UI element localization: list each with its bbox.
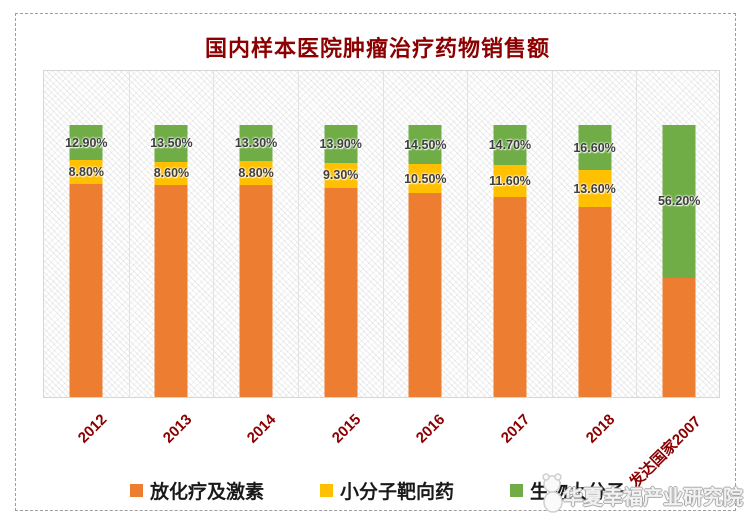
- data-label: 14.70%: [488, 138, 532, 153]
- legend-swatch-orange-icon: [129, 484, 143, 497]
- bar-segment: [324, 188, 358, 397]
- chart-title: 国内样本医院肿瘤治疗药物销售额: [204, 36, 550, 61]
- x-axis-label: 2018: [582, 411, 619, 447]
- bar-segment: 8.60%: [153, 161, 190, 186]
- legend-swatch-green-icon: [510, 484, 523, 497]
- bar-segment: 12.90%: [65, 125, 108, 161]
- x-axis-label: 2017: [497, 411, 534, 447]
- bar-segment: [408, 193, 442, 397]
- data-label: 14.50%: [404, 137, 447, 152]
- data-label: 16.60%: [573, 140, 616, 155]
- data-label: 9.30%: [322, 168, 359, 183]
- x-axis-label: 2012: [74, 411, 111, 447]
- bar-segment: 14.70%: [489, 125, 531, 165]
- category-column: 13.90% 9.30%: [297, 71, 383, 397]
- bar-segment: 13.90%: [319, 125, 362, 163]
- stacked-bar-2015: 13.90% 9.30%: [319, 125, 362, 397]
- bar-segment: 16.60%: [573, 125, 616, 171]
- data-label: 11.60%: [489, 173, 531, 188]
- stacked-bar-2012: 12.90% 8.80%: [65, 125, 108, 397]
- bar-segment: 9.30%: [322, 162, 359, 189]
- bar-segment: 8.80%: [238, 161, 274, 186]
- data-label: 13.50%: [150, 136, 193, 151]
- stacked-bar-2017: 14.70% 11.60%: [489, 125, 531, 397]
- bar-segment: 10.50%: [404, 164, 447, 193]
- category-column: 14.70% 11.60%: [467, 71, 552, 397]
- bar-segment: 11.60%: [489, 165, 531, 197]
- bar-segment: [69, 184, 103, 397]
- data-label: 56.20%: [657, 194, 701, 209]
- data-label: 13.60%: [573, 181, 616, 196]
- bar-segment: 13.60%: [573, 170, 616, 208]
- stacked-bar-2014: 13.30% 8.80%: [235, 125, 277, 397]
- x-axis-label: 2014: [243, 411, 280, 447]
- x-axis-label: 2016: [413, 411, 449, 447]
- data-label: 8.60%: [153, 166, 190, 181]
- data-label: 10.50%: [404, 171, 447, 186]
- category-column: 13.30% 8.80%: [213, 71, 298, 397]
- x-axis-label: 2013: [159, 411, 195, 447]
- legend-item-small-molecule: 小分子靶向药: [319, 477, 454, 504]
- stacked-bar-2013: 13.50% 8.60%: [150, 125, 193, 397]
- bar-segment: [662, 277, 696, 397]
- bar-segment: 13.30%: [235, 125, 277, 162]
- bar-segment: 56.20%: [658, 125, 700, 278]
- x-axis-label: 2015: [328, 411, 365, 447]
- bar-segment: [239, 185, 273, 397]
- data-label: 8.80%: [68, 165, 105, 180]
- bar-segment: [493, 196, 527, 397]
- legend-item-chemo: 放化疗及激素: [129, 477, 264, 504]
- bar-segment: 14.50%: [404, 125, 447, 165]
- stacked-bar-2018: 16.60% 13.60%: [573, 125, 616, 397]
- data-label: 13.90%: [319, 136, 362, 151]
- category-column: 13.50% 8.60%: [128, 71, 214, 397]
- category-column: 12.90% 8.80%: [44, 71, 129, 397]
- plot-area: 12.90% 8.80% 13.50% 8.60% 13.30% 8.80% 13.90% 9…: [43, 70, 720, 398]
- bar-segment: [578, 207, 612, 397]
- stacked-bar-发达国家2007: 56.20%: [658, 125, 700, 397]
- category-column: 56.20%: [636, 71, 721, 397]
- bar-segment: 13.50%: [150, 125, 193, 162]
- category-column: 16.60% 13.60%: [551, 71, 637, 397]
- category-column: 14.50% 10.50%: [382, 71, 468, 397]
- stacked-bar-2016: 14.50% 10.50%: [404, 125, 447, 397]
- legend-label: 小分子靶向药: [339, 482, 454, 503]
- legend-swatch-yellow-icon: [319, 484, 333, 497]
- watermark-text: 华夏幸福产业研究院: [563, 487, 743, 509]
- bar-segment: 8.80%: [68, 160, 105, 185]
- data-label: 13.30%: [234, 136, 278, 151]
- legend-label: 放化疗及激素: [149, 482, 264, 503]
- data-label: 12.90%: [65, 135, 108, 150]
- watermark-mascot-icon: [542, 473, 563, 513]
- bar-segment: [154, 185, 188, 397]
- data-label: 8.80%: [238, 166, 274, 181]
